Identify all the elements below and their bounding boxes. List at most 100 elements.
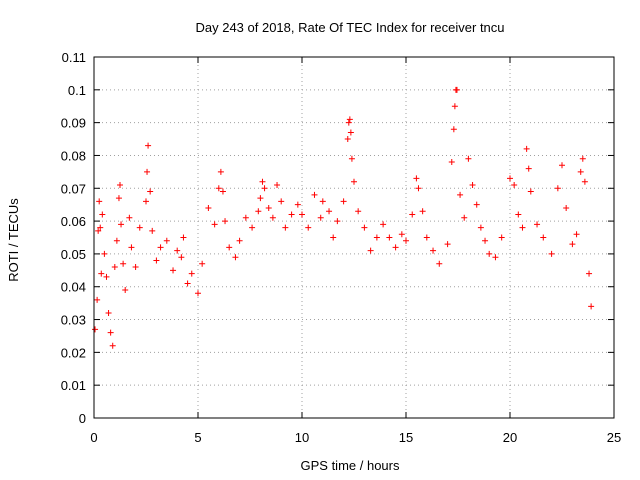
data-point [492, 254, 499, 261]
data-point [117, 181, 123, 188]
data-point [430, 247, 437, 254]
y-tick-label: 0.02 [61, 345, 86, 360]
data-point [205, 204, 212, 211]
data-point [573, 231, 580, 238]
data-point [259, 178, 266, 185]
data-point [278, 198, 285, 205]
data-point [423, 234, 430, 241]
x-axis-label: GPS time / hours [301, 458, 400, 473]
data-point [199, 260, 206, 267]
data-point [469, 181, 476, 188]
data-point [380, 221, 387, 228]
data-point [361, 224, 368, 231]
y-tick-label: 0.11 [62, 50, 86, 65]
data-point [444, 241, 451, 248]
plot-frame [93, 56, 615, 419]
data-point [409, 211, 416, 218]
data-point [586, 270, 593, 277]
data-point [482, 237, 489, 244]
data-point [534, 221, 541, 228]
data-point [403, 237, 409, 244]
axis-ticks: 0 0.01 0.02 0.03 0.04 0.05 0.06 0.07 0.08 0.09 0.1… [61, 50, 622, 445]
data-point [99, 211, 106, 218]
data-point [118, 221, 125, 228]
data-point [282, 224, 289, 231]
data-point [392, 244, 399, 251]
data-point [274, 181, 281, 188]
data-point [554, 185, 561, 192]
data-point [128, 244, 135, 251]
data-point [188, 270, 195, 277]
data-point [211, 221, 218, 228]
y-tick-label: 0.09 [61, 116, 86, 131]
data-point [519, 224, 526, 231]
data-point [311, 191, 318, 198]
data-point [453, 86, 460, 93]
data-point [334, 218, 341, 225]
data-point [122, 287, 129, 294]
data-point [523, 145, 530, 152]
data-point [96, 198, 103, 205]
data-point [319, 198, 326, 205]
data-point [144, 168, 151, 175]
data-point [249, 224, 256, 231]
data-point [540, 234, 547, 241]
data-point [236, 237, 243, 244]
data-point [515, 211, 522, 218]
data-point [180, 234, 187, 241]
data-point [149, 227, 156, 234]
data-point [413, 175, 420, 182]
data-point [103, 273, 110, 280]
data-point [184, 280, 191, 287]
y-tick-label: 0.06 [61, 214, 86, 229]
data-point [473, 201, 480, 208]
x-tick-label: 0 [90, 430, 97, 445]
y-tick-label: 0.03 [61, 313, 86, 328]
data-point [355, 208, 362, 215]
x-tick-label: 25 [607, 430, 621, 445]
data-point [436, 260, 443, 267]
data-point [95, 227, 102, 234]
data-point [457, 191, 464, 198]
data-point [448, 159, 455, 166]
x-tick-label: 5 [194, 430, 201, 445]
data-point [563, 204, 570, 211]
data-point [340, 198, 347, 205]
data-point [581, 178, 588, 185]
data-point [153, 257, 160, 264]
data-point [527, 188, 534, 195]
data-point [222, 218, 229, 225]
data-point [348, 155, 355, 162]
data-point [257, 195, 264, 202]
y-tick-label: 0.1 [68, 83, 86, 98]
y-tick-label: 0.07 [61, 181, 86, 196]
y-tick-label: 0 [79, 411, 86, 426]
data-point [326, 208, 333, 215]
data-point [261, 185, 268, 192]
data-point [269, 214, 276, 221]
x-tick-label: 10 [295, 430, 309, 445]
data-point [157, 244, 164, 251]
data-point [174, 247, 181, 254]
data-point [136, 224, 143, 231]
data-point [525, 165, 532, 172]
data-point [113, 237, 120, 244]
y-tick-label: 0.04 [61, 280, 86, 295]
data-point [111, 264, 118, 271]
data-point [351, 178, 357, 185]
data-point [465, 155, 472, 162]
data-point [288, 211, 295, 218]
data-point [226, 244, 233, 251]
data-point [419, 208, 426, 215]
data-point [147, 188, 154, 195]
data-point [215, 185, 222, 192]
data-point [232, 254, 239, 261]
data-point [373, 234, 380, 241]
data-point [107, 329, 114, 336]
data-point [101, 250, 108, 257]
data-point [461, 214, 468, 221]
data-point [143, 198, 149, 205]
y-tick-label: 0.05 [61, 247, 86, 262]
data-point [569, 241, 576, 248]
